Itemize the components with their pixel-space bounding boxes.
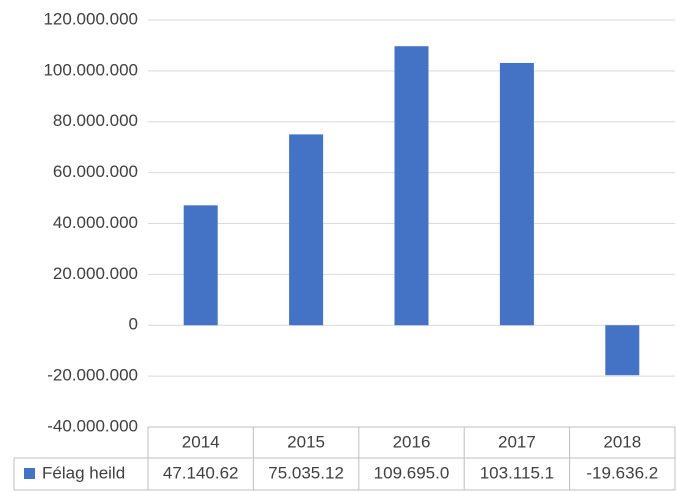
table-value: 109.695.0: [374, 463, 450, 482]
y-tick-label: -40.000.000: [47, 416, 138, 435]
x-tick-label: 2016: [393, 432, 431, 451]
bar: [499, 62, 534, 326]
x-tick-label: 2014: [182, 432, 220, 451]
table-value: 47.140.62: [163, 463, 239, 482]
y-tick-label: -20.000.000: [47, 366, 138, 385]
bar: [289, 134, 324, 326]
table-value: 103.115.1: [480, 463, 554, 482]
x-tick-label: 2015: [287, 432, 325, 451]
bar: [605, 325, 640, 376]
legend-swatch: [24, 468, 35, 479]
y-tick-label: 80.000.000: [53, 111, 138, 130]
y-tick-label: 60.000.000: [53, 162, 138, 181]
bar: [183, 205, 218, 326]
bar: [394, 46, 429, 326]
x-tick-label: 2017: [498, 432, 536, 451]
y-tick-label: 100.000.000: [43, 60, 138, 79]
legend-label: Félag heild: [42, 463, 125, 482]
y-tick-label: 0: [129, 315, 138, 334]
x-tick-label: 2018: [603, 432, 641, 451]
y-tick-label: 40.000.000: [53, 213, 138, 232]
table-value: -19.636.2: [586, 463, 658, 482]
y-tick-label: 20.000.000: [53, 264, 138, 283]
table-value: 75.035.12: [268, 463, 344, 482]
y-tick-label: 120.000.000: [43, 9, 138, 28]
